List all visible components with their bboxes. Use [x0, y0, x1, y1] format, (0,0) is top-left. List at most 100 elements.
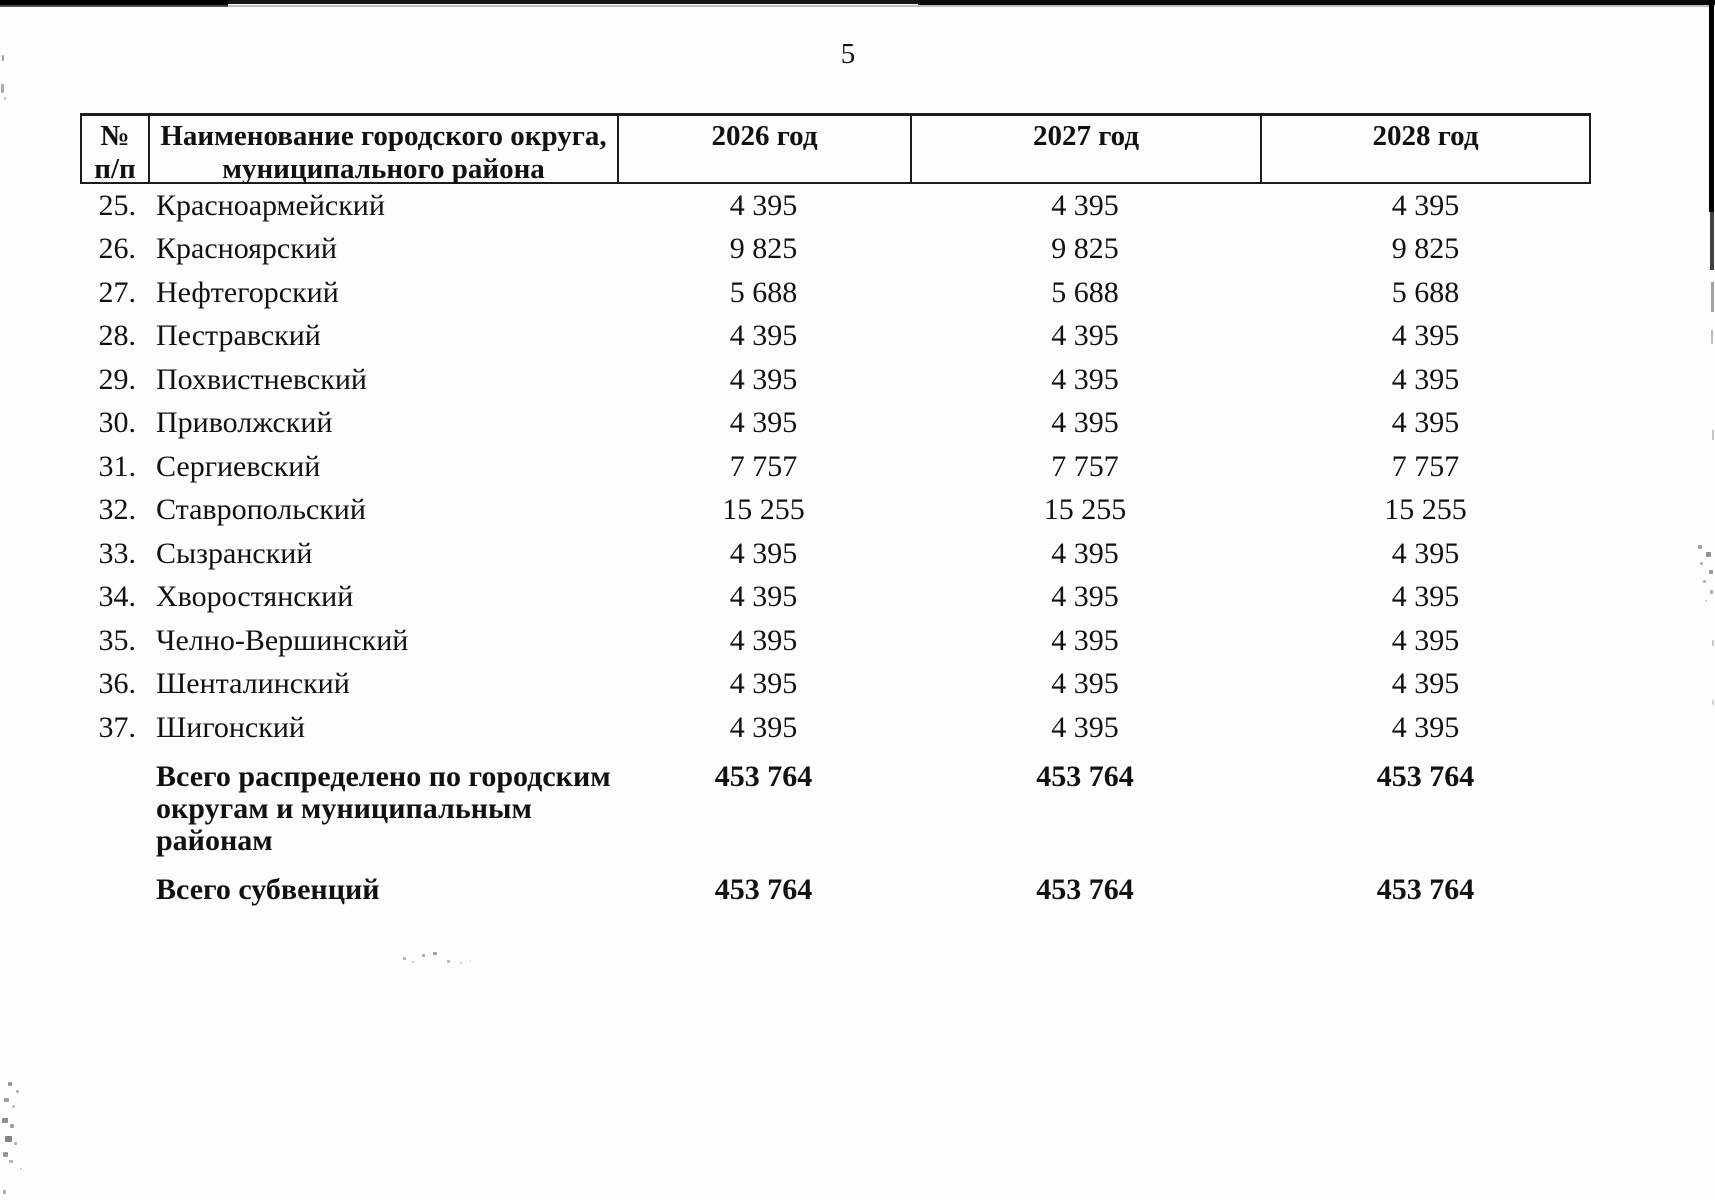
- cell-value-2028: 7 757: [1391, 449, 1460, 483]
- cell-district-name: Шенталинский: [156, 667, 350, 701]
- cell-value-2026: 5 688: [729, 275, 798, 309]
- table-row: 37. Шигонский 4 395 4 395 4 395: [80, 706, 1591, 750]
- header-cell-2026: 2026 год: [619, 116, 912, 182]
- cell-value-2028: 4 395: [1391, 667, 1460, 701]
- cell-row-number: 25.: [98, 188, 137, 222]
- cell-value-2028: 4 395: [1391, 188, 1460, 222]
- total-subventions-label: Всего субвенций: [156, 872, 380, 906]
- cell-value-2027: 9 825: [1051, 232, 1119, 266]
- table-row: 29. Похвистневский 4 395 4 395 4 395: [80, 358, 1591, 402]
- total-subventions-2026: 453 764: [714, 872, 813, 906]
- table-row: 27. Нефтегорский 5 688 5 688 5 688: [80, 271, 1591, 315]
- cell-value-2027: 5 688: [1051, 275, 1119, 309]
- scan-speck: [14, 1142, 17, 1145]
- scan-speck: [1, 84, 4, 93]
- cell-value-2026: 4 395: [729, 188, 798, 222]
- page-number: 5: [840, 38, 856, 70]
- scan-speck: [1712, 640, 1714, 646]
- table-row: 26. Красноярский 9 825 9 825 9 825: [80, 228, 1591, 272]
- scan-edge-artifact: [0, 5, 1715, 7]
- table-row: 36. Шенталинский 4 395 4 395 4 395: [80, 663, 1591, 707]
- cell-district-name: Пестравский: [156, 319, 321, 353]
- cell-row-number: 27.: [98, 275, 137, 309]
- scan-edge-artifact: [1710, 212, 1714, 270]
- cell-value-2026: 4 395: [729, 667, 798, 701]
- cell-district-name: Приволжский: [156, 406, 333, 440]
- cell-value-2027: 4 395: [1051, 667, 1119, 701]
- scan-speck: [16, 1090, 19, 1093]
- cell-value-2028: 4 395: [1391, 623, 1460, 657]
- scan-speck: [1705, 600, 1707, 602]
- cell-district-name: Челно-Вершинский: [156, 623, 409, 657]
- total-distributed-2026: 453 764: [714, 759, 813, 793]
- cell-value-2026: 7 757: [729, 449, 798, 483]
- cell-value-2028: 4 395: [1391, 319, 1460, 353]
- table-header-row: № п/п Наименование городского округа, му…: [80, 113, 1591, 185]
- cell-value-2026: 9 825: [729, 232, 798, 266]
- scan-speck: [2, 55, 4, 61]
- cell-value-2028: 4 395: [1391, 362, 1460, 396]
- cell-value-2027: 15 255: [1043, 493, 1127, 527]
- cell-value-2027: 4 395: [1051, 710, 1119, 744]
- table-row: 35. Челно-Вершинский 4 395 4 395 4 395: [80, 619, 1591, 663]
- cell-district-name: Сызранский: [156, 536, 313, 570]
- cell-value-2026: 4 395: [729, 362, 798, 396]
- cell-row-number: 28.: [98, 319, 137, 353]
- table-row: 25. Красноармейский 4 395 4 395 4 395: [80, 184, 1591, 228]
- cell-value-2026: 4 395: [729, 319, 798, 353]
- scan-edge-artifact: [1712, 430, 1714, 440]
- cell-district-name: Сергиевский: [156, 449, 321, 483]
- total-distributed-2027: 453 764: [1036, 759, 1134, 793]
- cell-value-2027: 4 395: [1051, 623, 1119, 657]
- scan-speck: [12, 1105, 15, 1108]
- table-row: 30. Приволжский 4 395 4 395 4 395: [80, 402, 1591, 446]
- scan-speck: [4, 97, 6, 100]
- cell-district-name: Хворостянский: [156, 580, 354, 614]
- cell-value-2028: 4 395: [1391, 580, 1460, 614]
- table-row: 31. Сергиевский 7 757 7 757 7 757: [80, 445, 1591, 489]
- scan-edge-artifact: [918, 0, 1715, 5]
- cell-value-2028: 4 395: [1391, 710, 1460, 744]
- cell-district-name: Красноярский: [156, 232, 337, 266]
- cell-value-2027: 4 395: [1051, 536, 1119, 570]
- cell-value-2028: 4 395: [1391, 406, 1460, 440]
- scan-speck: [8, 1082, 12, 1086]
- cell-value-2026: 4 395: [729, 580, 798, 614]
- header-cell-2027: 2027 год: [912, 116, 1262, 182]
- scan-speck: [20, 1168, 22, 1170]
- scan-edge-artifact: [228, 0, 918, 4]
- scan-edge-artifact: [1709, 0, 1714, 212]
- cell-district-name: Ставропольский: [156, 493, 366, 527]
- cell-row-number: 37.: [98, 710, 137, 744]
- cell-value-2027: 4 395: [1051, 362, 1119, 396]
- cell-row-number: 32.: [98, 493, 137, 527]
- cell-row-number: 29.: [98, 362, 137, 396]
- cell-district-name: Нефтегорский: [156, 275, 339, 309]
- cell-value-2027: 4 395: [1051, 319, 1119, 353]
- table-row: 33. Сызранский 4 395 4 395 4 395: [80, 532, 1591, 576]
- total-subventions-row: Всего субвенций 453 764 453 764 453 764: [80, 857, 1591, 906]
- scan-speck: [3, 1152, 8, 1157]
- total-distributed-row: Всего распределено по городским округам …: [80, 750, 1591, 857]
- scan-speck: [1710, 590, 1713, 594]
- cell-value-2028: 4 395: [1391, 536, 1460, 570]
- scan-edge-artifact: [1711, 330, 1713, 344]
- table-body: 25. Красноармейский 4 395 4 395 4 395 26…: [80, 184, 1591, 906]
- scan-speck: [5, 1136, 12, 1142]
- subventions-table: № п/п Наименование городского округа, му…: [80, 113, 1591, 906]
- scan-edge-artifact: [1711, 282, 1714, 312]
- cell-value-2027: 4 395: [1051, 406, 1119, 440]
- rows-container: 25. Красноармейский 4 395 4 395 4 395 26…: [80, 184, 1591, 750]
- cell-value-2026: 4 395: [729, 536, 798, 570]
- total-subventions-2028: 453 764: [1376, 872, 1475, 906]
- total-distributed-label: Всего распределено по городским округам …: [156, 759, 611, 857]
- cell-value-2026: 15 255: [722, 493, 805, 527]
- scan-edge-artifact: [0, 0, 228, 7]
- cell-district-name: Похвистневский: [156, 362, 367, 396]
- cell-value-2027: 4 395: [1051, 188, 1119, 222]
- cell-value-2027: 7 757: [1051, 449, 1119, 483]
- cell-value-2026: 4 395: [729, 406, 798, 440]
- table-row: 34. Хворостянский 4 395 4 395 4 395: [80, 576, 1591, 620]
- cell-value-2028: 15 255: [1384, 493, 1467, 527]
